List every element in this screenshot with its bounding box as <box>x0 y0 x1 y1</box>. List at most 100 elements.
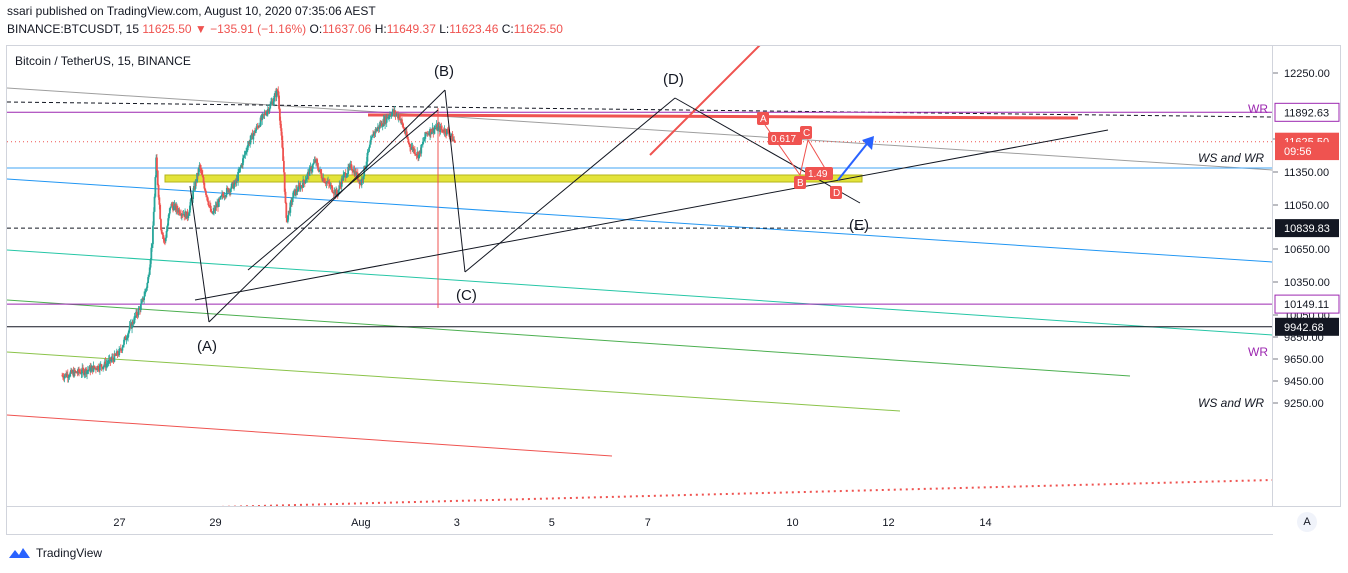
candle-body <box>192 190 195 200</box>
candle-body <box>328 183 331 186</box>
candle-body <box>291 197 294 203</box>
candle-body <box>318 170 321 172</box>
y-tick-label: 11050.00 <box>1284 200 1329 212</box>
candle-body <box>311 164 314 169</box>
candle-body <box>405 131 408 137</box>
candle-body <box>62 375 64 378</box>
candle-body <box>299 185 302 190</box>
y-tick-label: 9250.00 <box>1284 398 1324 410</box>
candle-body <box>119 348 122 350</box>
candle-body <box>246 150 248 152</box>
candle-body <box>277 90 280 96</box>
candle-body <box>269 103 272 109</box>
candle-body <box>281 135 284 148</box>
candle-body <box>378 124 381 129</box>
candle-body <box>200 169 203 172</box>
x-tick-label: Aug <box>351 517 371 529</box>
price-change: ▼ −135.91 (−1.16%) <box>194 22 307 36</box>
candle-body <box>168 213 170 219</box>
time-axis[interactable] <box>6 507 1273 535</box>
candle-body <box>67 377 70 378</box>
candle-body <box>351 168 354 171</box>
tradingview-footer[interactable]: TradingView <box>8 546 102 560</box>
candle-body <box>338 185 341 190</box>
candle-body <box>340 178 343 187</box>
candle-body <box>201 174 204 178</box>
candle-body <box>217 198 220 207</box>
candle-body <box>152 211 155 226</box>
candle-body <box>179 213 182 215</box>
candle-body <box>295 189 297 196</box>
candle-body <box>308 167 311 176</box>
candle-body <box>75 371 78 373</box>
candle-body <box>194 180 197 189</box>
candle-body <box>186 211 189 219</box>
candle-body <box>76 372 79 374</box>
candle-body <box>245 151 248 153</box>
low-label: L: <box>439 22 450 36</box>
candle-body <box>311 168 313 172</box>
candle-body <box>421 144 423 146</box>
price-badge-box <box>1274 102 1340 122</box>
candle-body <box>345 176 348 178</box>
candle-body <box>249 140 252 145</box>
candle-body <box>143 296 145 301</box>
candle-body <box>289 202 292 213</box>
candle-body <box>446 128 448 135</box>
chart-pane[interactable] <box>6 45 1273 507</box>
y-tick-label: 9450.00 <box>1284 376 1324 388</box>
candle-body <box>68 376 71 378</box>
price-axis[interactable] <box>1273 45 1341 507</box>
candle-body <box>146 282 149 288</box>
candle-body <box>450 136 452 137</box>
candle-body <box>292 191 295 198</box>
y-tick-label: 9650.00 <box>1284 354 1324 366</box>
candle-body <box>390 115 393 117</box>
candle-body <box>233 183 235 189</box>
ratio-label-2: 1.49 <box>808 169 828 180</box>
pattern-point-c-box <box>800 126 812 139</box>
channel-gray-upper <box>7 87 1272 171</box>
chart-title: Bitcoin / TetherUS, 15, BINANCE <box>15 54 191 68</box>
candle-body <box>306 174 309 179</box>
projection-arrow-line <box>837 139 871 181</box>
candle-body <box>264 113 267 115</box>
candle-body <box>156 157 158 171</box>
pattern-point-b: B <box>797 178 804 189</box>
candle-body <box>78 368 80 373</box>
candle-body <box>137 308 140 316</box>
y-tick-label: 10650.00 <box>1284 244 1330 256</box>
candle-body <box>144 289 147 292</box>
price-badge-box <box>1275 317 1339 336</box>
candle-body <box>209 205 212 212</box>
candle-body <box>420 144 423 154</box>
price-badge-label: 10839.83 <box>1284 223 1330 235</box>
candle-body <box>225 187 228 195</box>
candle-body <box>401 119 403 123</box>
candle-body <box>206 196 209 202</box>
pattern-point-d-box <box>830 186 842 199</box>
candle-body <box>207 201 210 206</box>
candle-body <box>113 353 116 362</box>
candle-body <box>250 135 252 141</box>
candle-body <box>205 191 207 195</box>
candle-body <box>326 181 329 183</box>
candle-body <box>312 162 315 165</box>
candle-body <box>315 159 318 163</box>
candle-body <box>158 197 161 205</box>
candle-body <box>344 172 347 178</box>
candle-body <box>212 211 215 214</box>
candle-body <box>220 195 223 197</box>
candle-body <box>139 303 142 311</box>
candle-body <box>82 369 85 375</box>
auto-scale-button[interactable]: A <box>1297 512 1317 532</box>
candle-body <box>115 355 117 357</box>
symbol[interactable]: BINANCE:BTCUSDT, 15 <box>7 22 140 36</box>
channel-green <box>7 299 1131 377</box>
candle-body <box>230 183 233 189</box>
x-tick-label: 10 <box>786 517 798 529</box>
candle-body <box>73 370 76 377</box>
candle-body <box>429 129 432 135</box>
candle-body <box>342 174 345 181</box>
candle-body <box>365 161 368 166</box>
